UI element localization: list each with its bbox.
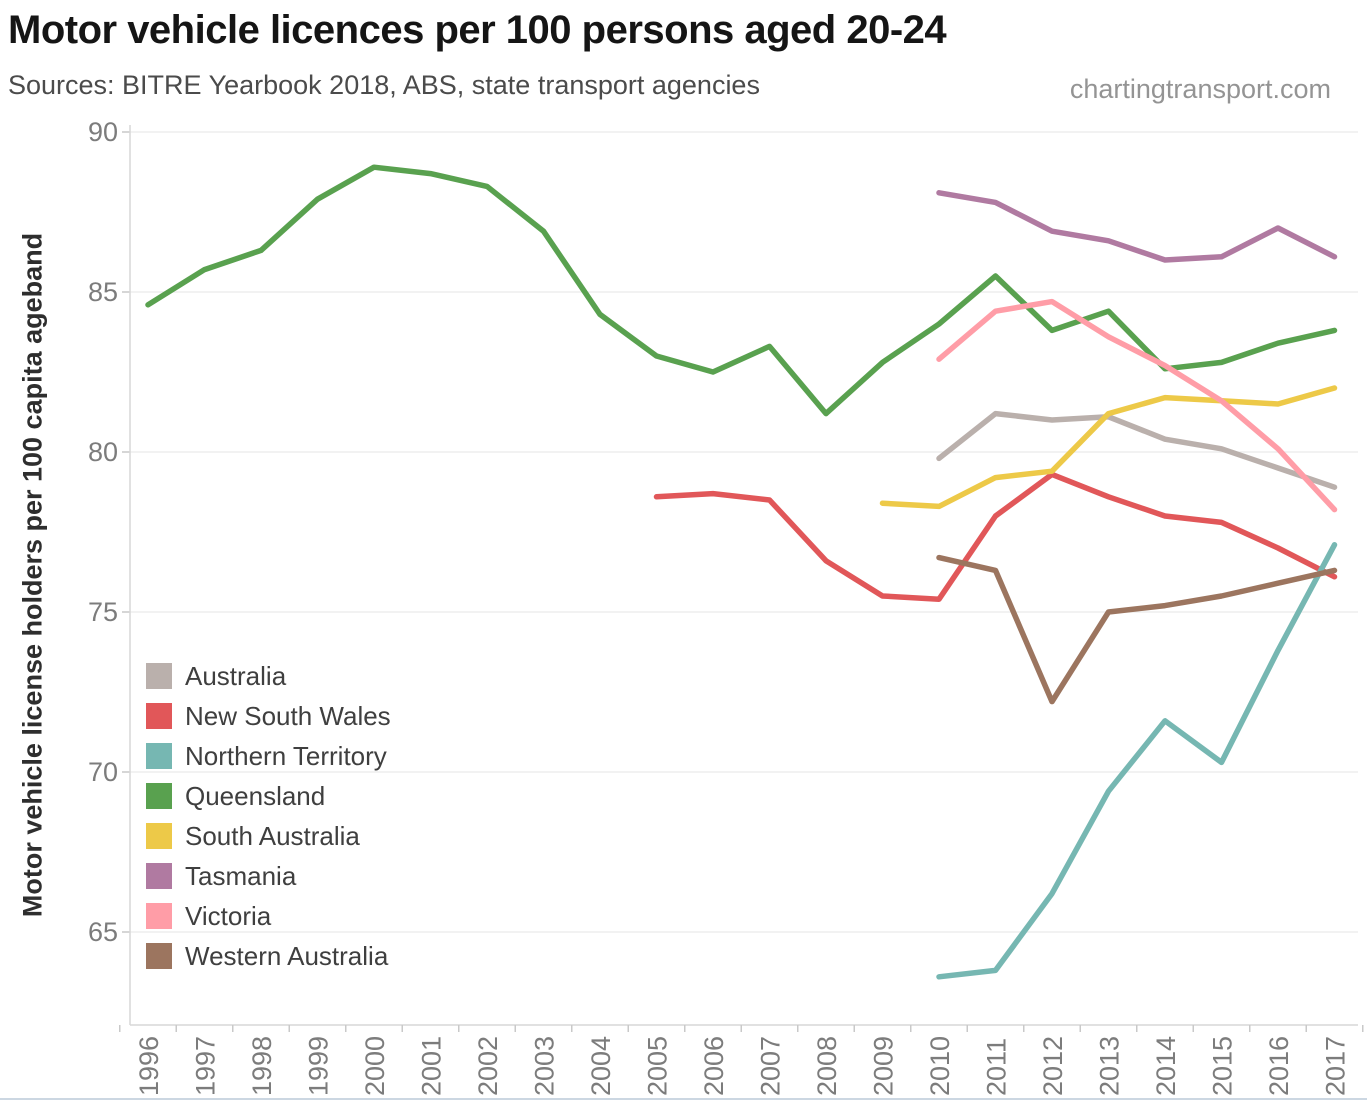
series-line-queensland[interactable] [145, 164, 1338, 417]
legend-swatch-victoria [146, 903, 172, 929]
x-tick-label-1996: 1996 [134, 1036, 164, 1096]
legend-label-tasmania: Tasmania [185, 860, 297, 891]
x-tick-label-2014: 2014 [1151, 1036, 1181, 1096]
x-tick-label-1998: 1998 [247, 1036, 277, 1096]
y-tick-label-90: 90 [88, 117, 118, 147]
legend-label-western-australia: Western Australia [185, 940, 389, 971]
legend-item-australia[interactable]: Australia [146, 656, 391, 696]
series-line-new-south-wales[interactable] [653, 471, 1338, 602]
series-line-western-australia[interactable] [936, 554, 1338, 705]
legend-swatch-australia [146, 663, 172, 689]
x-tick-label-2000: 2000 [360, 1036, 390, 1096]
y-tick-label-75: 75 [88, 597, 118, 627]
x-tick-label-2017: 2017 [1321, 1036, 1351, 1096]
series-line-victoria[interactable] [936, 298, 1338, 513]
legend-label-queensland: Queensland [185, 780, 326, 811]
y-tick-label-65: 65 [88, 917, 118, 947]
legend-swatch-queensland [146, 783, 172, 809]
legend-item-tasmania[interactable]: Tasmania [146, 856, 391, 896]
series-line-northern-territory[interactable] [936, 542, 1338, 980]
legend-item-victoria[interactable]: Victoria [146, 896, 391, 936]
x-tick-label-2016: 2016 [1264, 1036, 1294, 1096]
legend-item-queensland[interactable]: Queensland [146, 776, 391, 816]
x-tick-label-2004: 2004 [586, 1036, 616, 1096]
y-tick-label-70: 70 [88, 757, 118, 787]
x-tick-label-2015: 2015 [1208, 1036, 1238, 1096]
chart-subtitle: Sources: BITRE Yearbook 2018, ABS, state… [8, 70, 760, 100]
legend-label-victoria: Victoria [185, 900, 272, 931]
x-tick-label-2007: 2007 [756, 1036, 786, 1096]
x-tick-label-2012: 2012 [1038, 1036, 1068, 1096]
legend-item-new-south-wales[interactable]: New South Wales [146, 696, 391, 736]
series-line-australia[interactable] [936, 410, 1338, 490]
bottom-window-edge [0, 1098, 1367, 1100]
series-line-tasmania[interactable] [936, 190, 1338, 263]
legend-label-australia: Australia [185, 660, 287, 691]
legend-swatch-south-australia [146, 823, 172, 849]
x-tick-label-2005: 2005 [643, 1036, 673, 1096]
legend-swatch-new-south-wales [146, 703, 172, 729]
legend-swatch-western-australia [146, 943, 172, 969]
x-tick-label-2013: 2013 [1095, 1036, 1125, 1096]
x-tick-label-2002: 2002 [473, 1036, 503, 1096]
y-tick-label-85: 85 [88, 277, 118, 307]
x-tick-label-1999: 1999 [304, 1036, 334, 1096]
watermark: chartingtransport.com [1069, 74, 1331, 104]
x-tick-label-2001: 2001 [417, 1036, 447, 1096]
legend-label-northern-territory: Northern Territory [185, 740, 387, 771]
y-tick-label-80: 80 [88, 437, 118, 467]
legend-item-south-australia[interactable]: South Australia [146, 816, 391, 856]
x-tick-label-2011: 2011 [982, 1038, 1012, 1096]
legend: Australia New South Wales Northern Territo… [146, 656, 391, 976]
legend-label-new-south-wales: New South Wales [185, 700, 391, 731]
legend-label-south-australia: South Australia [185, 820, 360, 851]
x-tick-label-2003: 2003 [530, 1036, 560, 1096]
x-tick-label-2008: 2008 [812, 1036, 842, 1096]
series-line-south-australia[interactable] [879, 385, 1338, 510]
legend-item-northern-territory[interactable]: Northern Territory [146, 736, 391, 776]
legend-swatch-northern-territory [146, 743, 172, 769]
x-tick-label-2010: 2010 [925, 1036, 955, 1096]
legend-item-western-australia[interactable]: Western Australia [146, 936, 391, 976]
x-tick-label-2006: 2006 [699, 1036, 729, 1096]
chart-title: Motor vehicle licences per 100 persons a… [8, 8, 947, 52]
x-tick-label-1997: 1997 [191, 1036, 221, 1096]
legend-swatch-tasmania [146, 863, 172, 889]
x-tick-label-2009: 2009 [869, 1036, 899, 1096]
